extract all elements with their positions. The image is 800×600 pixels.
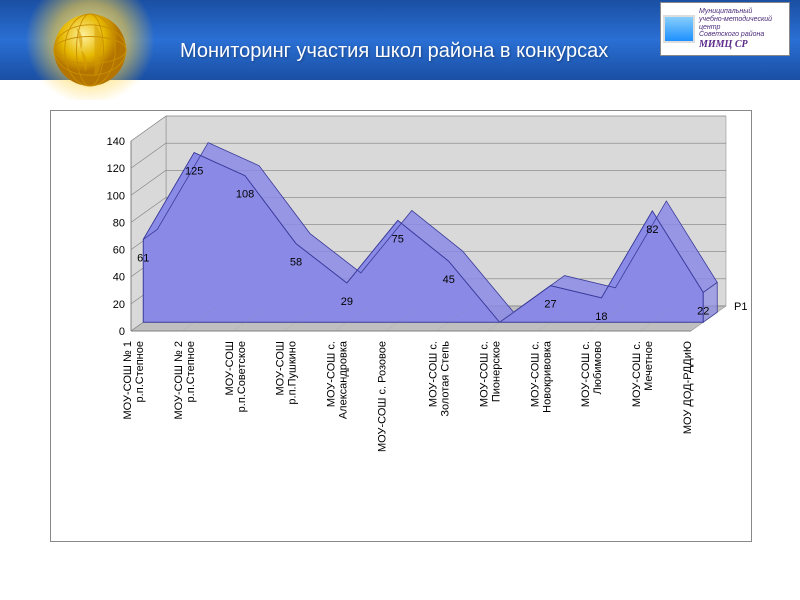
svg-text:МОУ-СОШ № 1р.п.Степное: МОУ-СОШ № 1р.п.Степное [122,341,146,420]
svg-text:100: 100 [107,190,125,202]
area-chart: 0 20 40 60 80 100 120 140 61 125 108 58 29 75 45 27 18 82… [51,111,751,541]
svg-text:108: 108 [236,189,254,201]
svg-text:МОУ-СОШр.п.Пушкино: МОУ-СОШр.п.Пушкино [275,341,299,405]
svg-text:МОУ-СОШ с.Александровка: МОУ-СОШ с.Александровка [326,340,350,419]
logo-line2: учебно-методический центр [699,16,772,31]
logo-line3: Советского района [699,31,764,38]
logo-line1: Муниципальный [699,8,752,15]
svg-text:75: 75 [392,233,404,245]
svg-text:МОУ ДОД-РДДиЮ: МОУ ДОД-РДДиЮ [682,341,694,434]
svg-text:МОУ-СОШ с. Розовое: МОУ-СОШ с. Розовое [377,341,389,452]
svg-text:140: 140 [107,136,125,148]
svg-text:Р1: Р1 [734,301,747,313]
chart-container: 0 20 40 60 80 100 120 140 61 125 108 58 29 75 45 27 18 82… [50,110,752,542]
svg-text:80: 80 [113,217,125,229]
svg-text:МОУ-СОШ с.Пионерское: МОУ-СОШ с.Пионерское [478,341,502,407]
svg-text:18: 18 [595,311,607,323]
svg-text:61: 61 [137,252,149,264]
svg-text:45: 45 [443,274,455,286]
svg-text:22: 22 [697,305,709,317]
svg-text:20: 20 [113,299,125,311]
svg-text:МОУ-СОШр.п.Советское: МОУ-СОШр.п.Советское [224,341,248,412]
header-bar: Мониторинг участия школ района в конкурс… [0,0,800,80]
svg-text:60: 60 [113,245,125,257]
slide-title: Мониторинг участия школ района в конкурс… [180,40,608,63]
globe-icon [40,5,140,95]
svg-text:125: 125 [185,166,203,178]
logo-brand: МИМЦ СР [699,39,748,50]
org-logo: Муниципальный учебно-методический центр … [660,2,790,56]
svg-text:МОУ-СОШ с.Любимово: МОУ-СОШ с.Любимово [580,341,604,407]
svg-text:МОУ-СОШ № 2р.п.Степное: МОУ-СОШ № 2р.п.Степное [173,341,197,420]
svg-text:МОУ-СОШ с.Новокривовка: МОУ-СОШ с.Новокривовка [529,340,553,413]
svg-text:МОУ-СОШ с.Мечетное: МОУ-СОШ с.Мечетное [631,341,655,407]
svg-text:120: 120 [107,163,125,175]
svg-text:МОУ-СОШ с.Золотая Степь: МОУ-СОШ с.Золотая Степь [427,341,451,417]
svg-text:27: 27 [544,299,556,311]
svg-text:58: 58 [290,257,302,269]
svg-text:29: 29 [341,296,353,308]
monitor-icon [663,15,695,43]
svg-text:0: 0 [119,326,125,338]
svg-text:82: 82 [646,224,658,236]
svg-text:40: 40 [113,272,125,284]
